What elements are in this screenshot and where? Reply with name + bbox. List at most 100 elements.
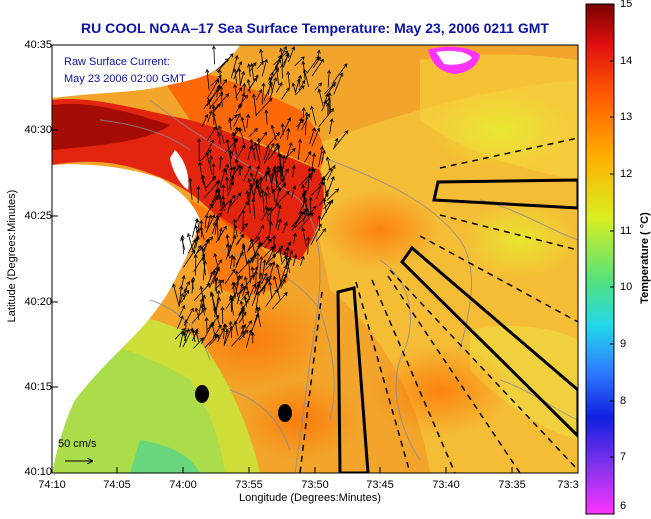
current-vector-head bbox=[320, 181, 325, 186]
current-vector-head bbox=[201, 256, 206, 261]
current-vector-head bbox=[329, 117, 334, 123]
current-vector-head bbox=[273, 76, 278, 82]
current-vector-head bbox=[217, 75, 222, 80]
current-vector-head bbox=[191, 329, 196, 334]
x-tick-label: 73:55 bbox=[235, 479, 263, 491]
current-vector-head bbox=[181, 274, 186, 280]
current-vector-head bbox=[199, 285, 204, 290]
current-vector bbox=[297, 139, 301, 161]
current-vector-head bbox=[298, 138, 303, 143]
current-vector bbox=[191, 328, 199, 341]
current-vector bbox=[277, 219, 281, 231]
current-vector-head bbox=[248, 186, 253, 191]
current-vector-head bbox=[191, 249, 196, 255]
current-vector bbox=[243, 165, 251, 182]
current-vector-head bbox=[274, 64, 279, 69]
current-vector-head bbox=[316, 127, 320, 132]
current-vector-head bbox=[217, 324, 222, 329]
current-vector bbox=[218, 228, 222, 241]
current-vector bbox=[182, 328, 193, 348]
current-vector-head bbox=[259, 255, 264, 261]
current-vector-head bbox=[268, 221, 273, 226]
current-vector-head bbox=[236, 112, 241, 118]
current-vector bbox=[234, 225, 238, 237]
current-vector-head bbox=[266, 165, 271, 171]
current-vector-head bbox=[301, 79, 306, 85]
current-vector-head bbox=[179, 315, 184, 320]
current-vector-head bbox=[252, 62, 257, 67]
current-vector bbox=[229, 118, 232, 131]
current-vector-head bbox=[191, 276, 196, 281]
current-vector bbox=[306, 56, 320, 74]
current-vector-head bbox=[237, 67, 242, 73]
current-vector bbox=[238, 311, 247, 324]
current-vector bbox=[255, 97, 273, 116]
current-vector-head bbox=[217, 125, 222, 130]
current-vector bbox=[311, 58, 324, 77]
current-vector bbox=[241, 117, 246, 132]
colorbar-tick-label: 9 bbox=[620, 338, 627, 350]
plot-area bbox=[52, 45, 578, 473]
current-vector-head bbox=[199, 298, 204, 303]
current-vector-head bbox=[277, 186, 282, 192]
current-vector bbox=[294, 78, 300, 94]
current-vector-head bbox=[256, 164, 261, 170]
land-north bbox=[52, 45, 240, 98]
current-vector bbox=[303, 69, 310, 88]
current-vector bbox=[217, 217, 219, 241]
current-vector-head bbox=[291, 82, 296, 87]
current-vector bbox=[252, 198, 256, 219]
current-vector-head bbox=[256, 236, 261, 241]
current-vector bbox=[209, 155, 212, 166]
current-vector-head bbox=[225, 328, 229, 333]
current-vector-head bbox=[249, 239, 254, 244]
current-vector-head bbox=[268, 262, 273, 267]
current-vector-head bbox=[233, 137, 238, 142]
current-vector-head bbox=[247, 165, 252, 170]
current-vector-head bbox=[315, 56, 320, 61]
current-vector-head bbox=[212, 269, 217, 274]
current-vector-head bbox=[283, 291, 288, 296]
current-vector-head bbox=[180, 234, 185, 239]
current-vector-head bbox=[182, 331, 187, 336]
current-vector-head bbox=[208, 110, 213, 115]
current-vector-head bbox=[199, 337, 204, 342]
current-vector bbox=[260, 207, 270, 221]
current-vector bbox=[261, 59, 267, 77]
current-vector-head bbox=[241, 245, 246, 250]
current-vector bbox=[283, 54, 289, 64]
current-vector bbox=[229, 167, 233, 178]
current-vector bbox=[266, 186, 270, 198]
current-vector bbox=[278, 265, 287, 289]
current-vector bbox=[296, 119, 304, 128]
current-vector bbox=[212, 189, 219, 203]
current-vector-head bbox=[241, 70, 246, 76]
current-vector-head bbox=[201, 253, 206, 258]
current-vector bbox=[248, 183, 252, 203]
sampling-zones bbox=[299, 137, 578, 473]
current-vector-head bbox=[225, 234, 230, 239]
current-vector-head bbox=[267, 275, 272, 280]
current-vector-head bbox=[269, 172, 275, 177]
current-vector-head bbox=[205, 239, 210, 244]
current-vector bbox=[270, 173, 273, 191]
current-vector-head bbox=[300, 119, 305, 124]
current-vector-head bbox=[194, 307, 199, 312]
current-vector-head bbox=[266, 277, 271, 283]
current-vector-head bbox=[255, 312, 260, 318]
current-vector bbox=[230, 255, 233, 269]
current-vector-head bbox=[317, 214, 322, 219]
current-vector-head bbox=[249, 138, 254, 143]
current-vector-head bbox=[234, 270, 239, 275]
colorbar-tick-label: 6 bbox=[620, 500, 627, 512]
current-vector bbox=[251, 241, 261, 263]
current-vector bbox=[243, 320, 252, 333]
current-vector-head bbox=[212, 125, 217, 131]
current-vector-head bbox=[243, 296, 248, 301]
current-vector bbox=[197, 298, 203, 318]
current-vector bbox=[224, 324, 228, 335]
current-vector-head bbox=[228, 320, 233, 325]
current-vector bbox=[325, 83, 336, 97]
current-vector-head bbox=[218, 259, 223, 264]
current-vector bbox=[202, 175, 207, 191]
